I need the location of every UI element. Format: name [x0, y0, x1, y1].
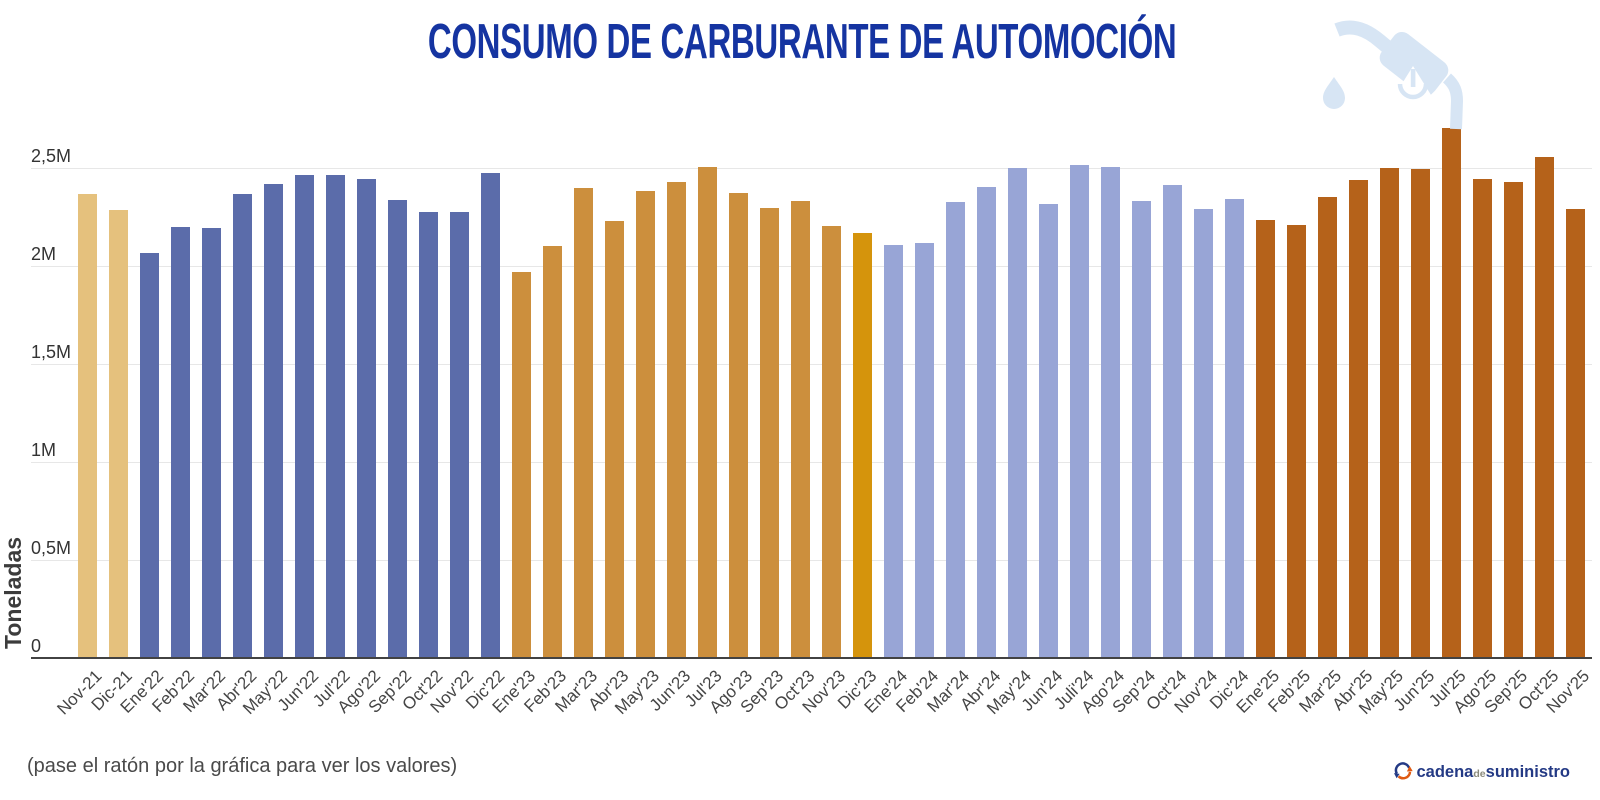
- svg-text:cadenadesuministro: cadenadesuministro: [1417, 763, 1571, 781]
